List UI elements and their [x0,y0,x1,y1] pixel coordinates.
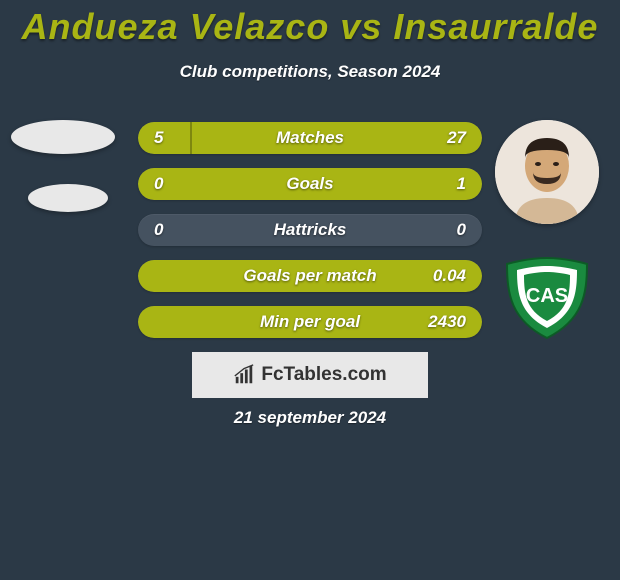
stat-value-left: 0 [154,220,163,240]
branding-text: FcTables.com [261,364,386,386]
stat-value-left: 0 [154,174,163,194]
stat-value-left: 5 [154,128,163,148]
stat-label: Min per goal [260,312,360,332]
stats-table: 5 Matches 27 0 Goals 1 0 Hattricks 0 Goals per ma… [138,122,482,338]
comparison-subtitle: Club competitions, Season 2024 [0,62,620,82]
left-player-avatar [11,120,115,154]
right-player-column: CAS [492,120,602,342]
comparison-date: 21 september 2024 [0,408,620,428]
left-club-badge [28,184,108,212]
person-icon [495,120,599,224]
stat-value-right: 2430 [428,312,466,332]
stat-value-right: 0 [457,220,466,240]
stat-row: Goals per match 0.04 [138,260,482,292]
right-club-badge: CAS [497,254,597,342]
stat-row: Min per goal 2430 [138,306,482,338]
stat-label: Goals [286,174,333,194]
stat-label: Hattricks [274,220,347,240]
stat-label: Matches [276,128,344,148]
svg-text:CAS: CAS [526,285,568,307]
stat-row: 0 Goals 1 [138,168,482,200]
chart-icon [233,364,255,386]
right-player-avatar [495,120,599,224]
branding-bar: FcTables.com [192,352,428,398]
stat-value-right: 0.04 [433,266,466,286]
stat-label: Goals per match [243,266,376,286]
stat-row: 0 Hattricks 0 [138,214,482,246]
comparison-title: Andueza Velazco vs Insaurralde [0,0,620,48]
shield-icon: CAS [497,254,597,342]
stat-value-right: 1 [457,174,466,194]
stat-value-right: 27 [447,128,466,148]
stat-row: 5 Matches 27 [138,122,482,154]
left-player-column [8,120,118,212]
